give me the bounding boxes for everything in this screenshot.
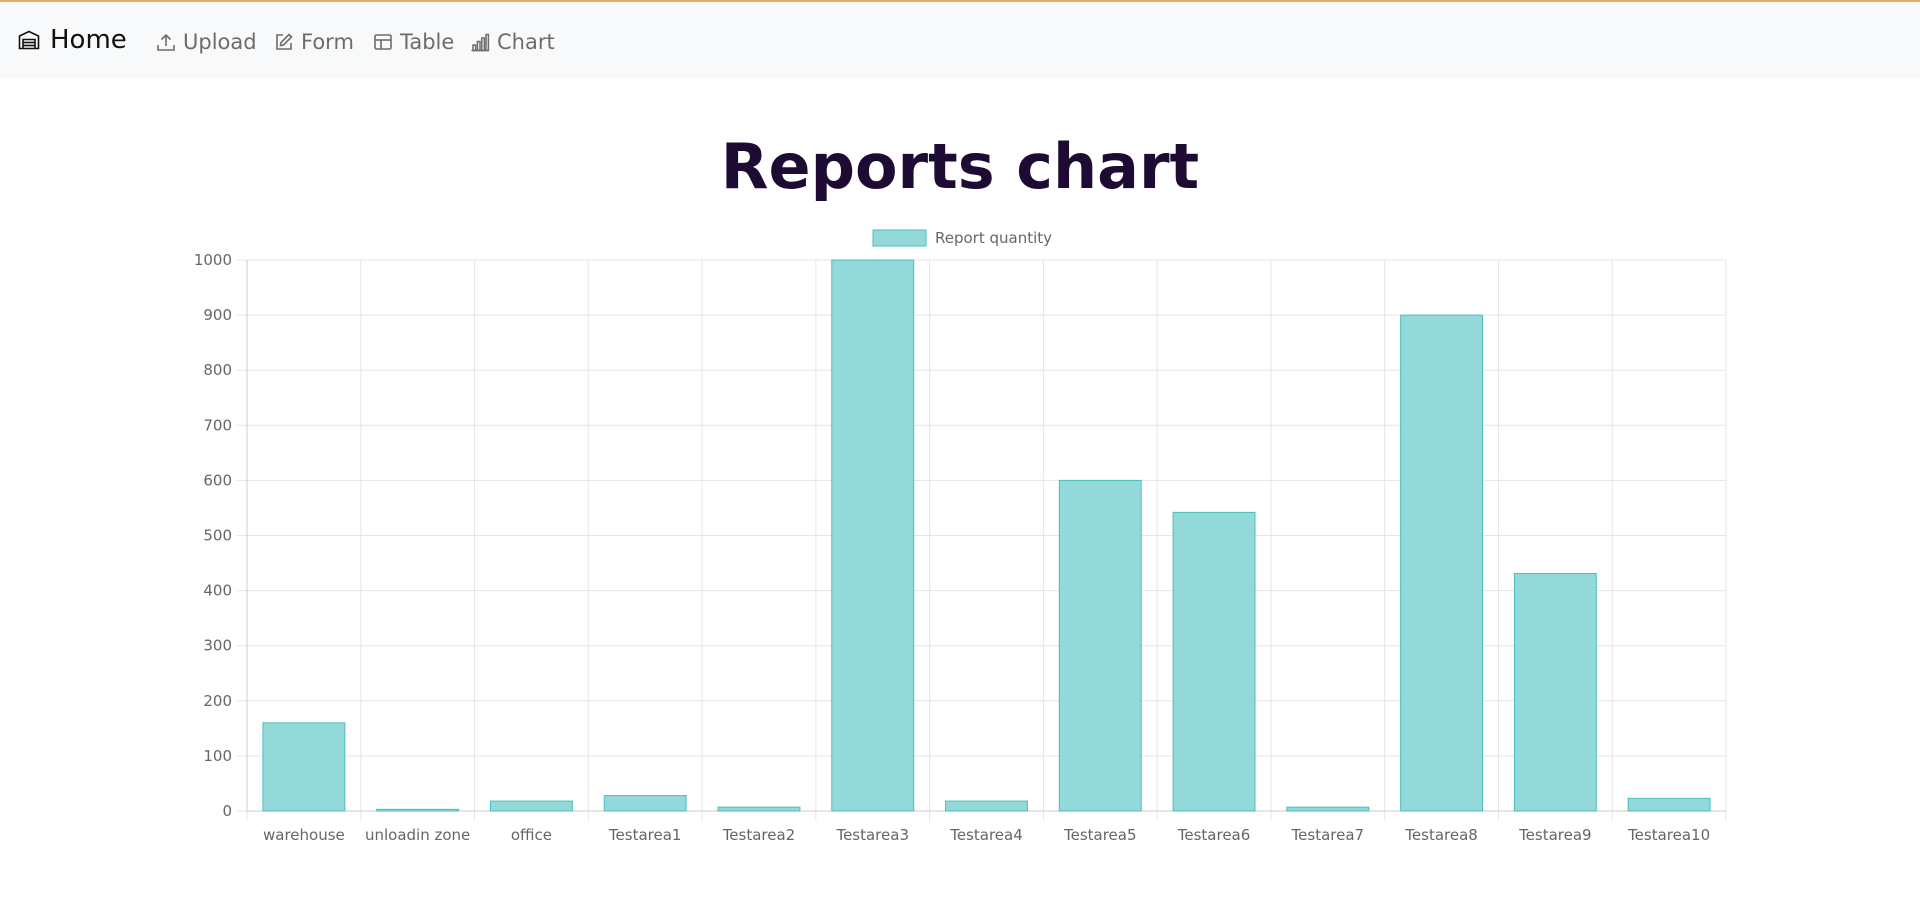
legend-swatch bbox=[872, 229, 927, 247]
x-tick-label: Testarea6 bbox=[1177, 826, 1251, 844]
x-tick-label: Testarea4 bbox=[949, 826, 1023, 844]
bar-testarea10 bbox=[1627, 797, 1711, 812]
y-tick-label: 600 bbox=[203, 471, 232, 489]
upload-icon bbox=[157, 33, 175, 51]
bar-office bbox=[489, 800, 573, 812]
nav-table-label: Table bbox=[400, 30, 455, 54]
nav-upload-link[interactable]: Upload bbox=[156, 30, 257, 54]
y-tick-label: 100 bbox=[203, 747, 232, 765]
nav-form-label: Form bbox=[301, 30, 354, 54]
warehouse-icon bbox=[18, 30, 40, 50]
bar-testarea1 bbox=[603, 795, 687, 812]
x-tick-label: office bbox=[511, 826, 552, 844]
bar-chart-icon bbox=[471, 33, 490, 52]
bar-unloadin-zone bbox=[376, 808, 460, 812]
y-tick-label: 0 bbox=[222, 802, 232, 820]
home-label: Home bbox=[50, 25, 127, 55]
x-tick-label: Testarea10 bbox=[1627, 826, 1710, 844]
home-link[interactable]: Home bbox=[18, 25, 127, 55]
x-tick-label: unloadin zone bbox=[365, 826, 470, 844]
x-tick-label: Testarea7 bbox=[1291, 826, 1365, 844]
y-tick-label: 700 bbox=[203, 416, 232, 434]
y-tick-label: 200 bbox=[203, 692, 232, 710]
y-tick-label: 300 bbox=[203, 637, 232, 655]
navbar: Home Upload Form Table Ch bbox=[0, 2, 1920, 78]
bar-testarea4 bbox=[945, 800, 1028, 812]
nav-chart-label: Chart bbox=[497, 30, 555, 54]
x-tick-label: warehouse bbox=[263, 826, 345, 844]
nav-form-link[interactable]: Form bbox=[274, 30, 354, 54]
x-tick-label: Testarea2 bbox=[722, 826, 796, 844]
y-tick-label: 500 bbox=[203, 527, 232, 545]
nav-chart-link[interactable]: Chart bbox=[470, 30, 555, 54]
nav-table-link[interactable]: Table bbox=[373, 30, 454, 54]
y-tick-label: 1000 bbox=[194, 251, 232, 269]
x-tick-label: Testarea8 bbox=[1404, 826, 1478, 844]
table-icon bbox=[374, 34, 392, 50]
accent-top-line bbox=[0, 0, 1920, 2]
x-tick-label: Testarea1 bbox=[608, 826, 682, 844]
x-tick-label: Testarea5 bbox=[1063, 826, 1137, 844]
y-tick-label: 400 bbox=[203, 582, 232, 600]
y-tick-label: 800 bbox=[203, 361, 232, 379]
bar-testarea7 bbox=[1286, 806, 1370, 812]
bar-warehouse bbox=[262, 722, 346, 812]
bar-testarea3 bbox=[831, 259, 915, 812]
x-tick-label: Testarea3 bbox=[835, 826, 909, 844]
edit-icon bbox=[276, 33, 293, 50]
bar-testarea5 bbox=[1058, 479, 1142, 812]
bar-testarea6 bbox=[1172, 511, 1256, 812]
page-title: Reports chart bbox=[720, 130, 1200, 203]
bar-testarea9 bbox=[1513, 573, 1597, 812]
bar-testarea8 bbox=[1400, 314, 1484, 812]
legend-label: Report quantity bbox=[935, 229, 1052, 247]
x-tick-label: Testarea9 bbox=[1518, 826, 1592, 844]
y-tick-label: 900 bbox=[203, 306, 232, 324]
nav-upload-label: Upload bbox=[183, 30, 257, 54]
bar-testarea2 bbox=[717, 806, 801, 812]
